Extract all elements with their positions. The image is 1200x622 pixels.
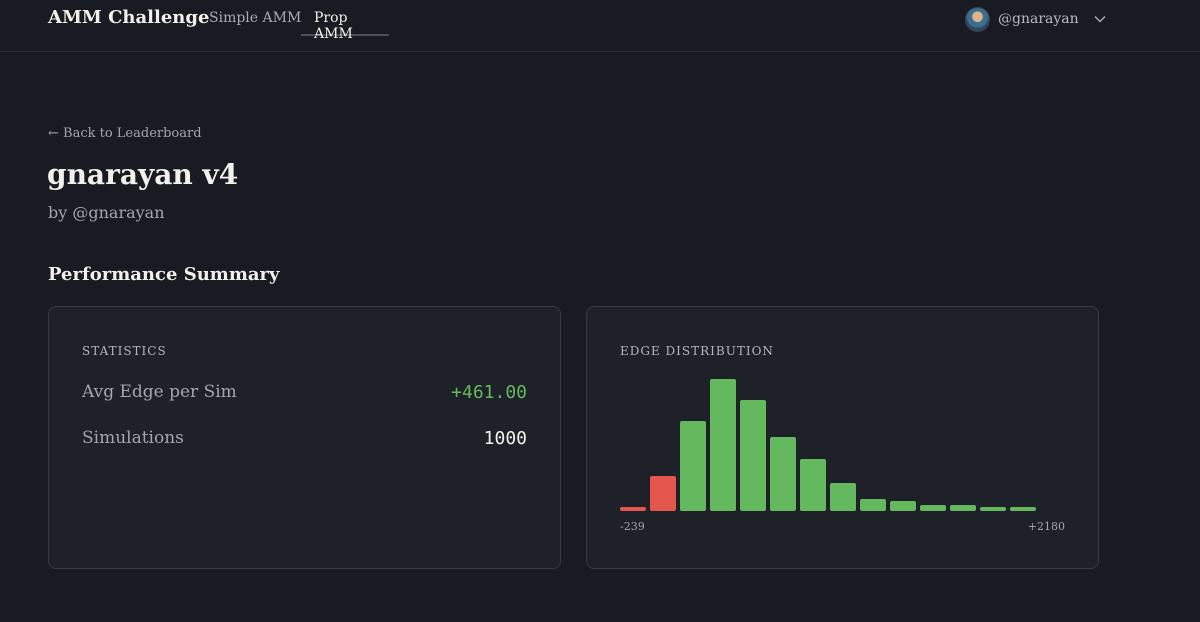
- brand-title[interactable]: AMM Challenge: [48, 7, 210, 28]
- stat-row-simulations: Simulations 1000: [82, 428, 527, 454]
- chevron-down-icon[interactable]: [1093, 12, 1107, 26]
- histogram-bar: [650, 476, 676, 511]
- statistics-card: STATISTICS Avg Edge per Sim +461.00 Simu…: [48, 306, 561, 569]
- histogram-bar: [740, 400, 766, 511]
- histogram-bar: [620, 507, 646, 511]
- avatar[interactable]: [965, 6, 990, 32]
- histogram-bar: [680, 421, 706, 511]
- edge-distribution-label: EDGE DISTRIBUTION: [620, 344, 774, 358]
- stat-value-avg-edge: +461.00: [451, 382, 527, 403]
- histogram-bar: [860, 499, 886, 511]
- histogram-bar: [830, 483, 856, 511]
- author-byline: by @gnarayan: [48, 203, 165, 222]
- tab-prop-amm[interactable]: Prop AMM: [301, 10, 389, 42]
- edge-histogram: [620, 379, 1036, 511]
- histogram-bar: [770, 437, 796, 511]
- stat-row-avg-edge: Avg Edge per Sim +461.00: [82, 382, 527, 408]
- edge-distribution-card: EDGE DISTRIBUTION -239 +2180: [586, 306, 1099, 569]
- section-title: Performance Summary: [48, 264, 280, 285]
- stat-name: Simulations: [82, 428, 184, 448]
- histogram-bar: [1010, 507, 1036, 511]
- stat-name: Avg Edge per Sim: [82, 382, 237, 402]
- histogram-bar: [980, 507, 1006, 511]
- user-handle[interactable]: @gnarayan: [998, 11, 1079, 27]
- user-menu[interactable]: @gnarayan: [965, 6, 1107, 32]
- histogram-bar: [920, 505, 946, 511]
- histogram-bar: [950, 505, 976, 511]
- histogram-bar: [710, 379, 736, 511]
- stat-value-simulations: 1000: [483, 428, 527, 449]
- tab-simple-amm[interactable]: Simple AMM: [209, 10, 302, 26]
- histogram-bar: [890, 501, 916, 511]
- histogram-bar: [800, 459, 826, 511]
- axis-max-label: +2180: [1027, 520, 1065, 533]
- page-title: gnarayan v4: [47, 158, 239, 191]
- top-navigation-bar: AMM Challenge Simple AMM Prop AMM @gnara…: [0, 0, 1200, 52]
- back-to-leaderboard-link[interactable]: ← Back to Leaderboard: [48, 126, 202, 141]
- axis-min-label: -239: [620, 520, 645, 533]
- statistics-label: STATISTICS: [82, 344, 167, 358]
